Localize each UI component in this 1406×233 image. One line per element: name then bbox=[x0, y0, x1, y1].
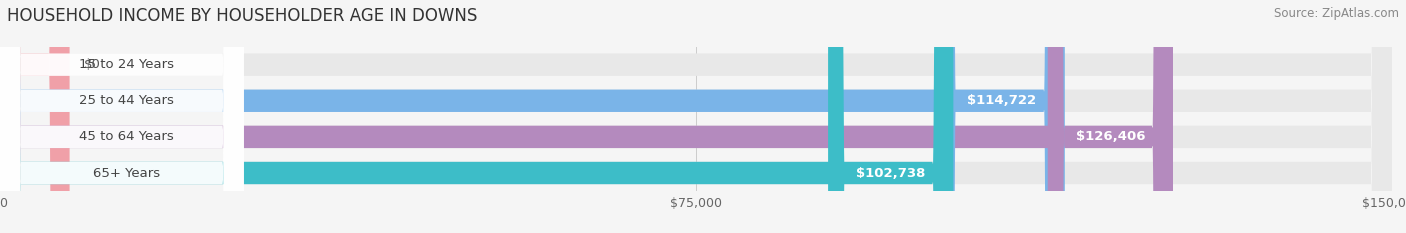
Text: $0: $0 bbox=[83, 58, 100, 71]
Text: Source: ZipAtlas.com: Source: ZipAtlas.com bbox=[1274, 7, 1399, 20]
FancyBboxPatch shape bbox=[1047, 0, 1173, 233]
Text: $102,738: $102,738 bbox=[856, 167, 925, 179]
Text: $114,722: $114,722 bbox=[967, 94, 1036, 107]
FancyBboxPatch shape bbox=[939, 0, 1064, 233]
FancyBboxPatch shape bbox=[0, 0, 1064, 233]
Text: $126,406: $126,406 bbox=[1076, 130, 1144, 143]
FancyBboxPatch shape bbox=[0, 0, 70, 233]
FancyBboxPatch shape bbox=[0, 0, 243, 233]
Text: 45 to 64 Years: 45 to 64 Years bbox=[79, 130, 174, 143]
FancyBboxPatch shape bbox=[0, 0, 243, 233]
FancyBboxPatch shape bbox=[0, 0, 953, 233]
Text: HOUSEHOLD INCOME BY HOUSEHOLDER AGE IN DOWNS: HOUSEHOLD INCOME BY HOUSEHOLDER AGE IN D… bbox=[7, 7, 478, 25]
FancyBboxPatch shape bbox=[0, 0, 243, 233]
FancyBboxPatch shape bbox=[0, 0, 1173, 233]
FancyBboxPatch shape bbox=[0, 0, 243, 233]
Text: 15 to 24 Years: 15 to 24 Years bbox=[79, 58, 174, 71]
FancyBboxPatch shape bbox=[828, 0, 953, 233]
Text: 65+ Years: 65+ Years bbox=[93, 167, 160, 179]
Text: 25 to 44 Years: 25 to 44 Years bbox=[79, 94, 174, 107]
